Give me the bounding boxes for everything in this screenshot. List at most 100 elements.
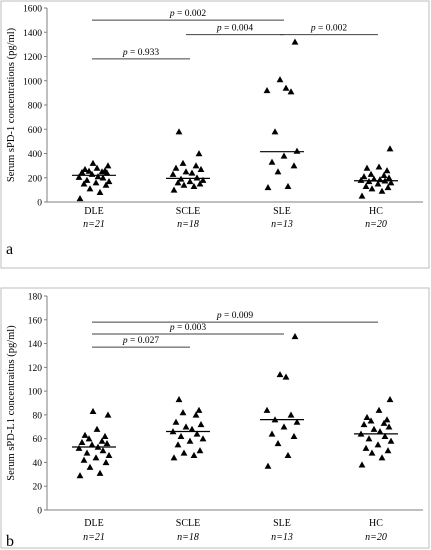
data-point — [280, 152, 288, 159]
data-point — [196, 447, 204, 454]
data-point — [76, 472, 84, 479]
data-point — [293, 147, 301, 154]
data-point — [282, 84, 290, 91]
data-point — [268, 430, 276, 437]
x-tick-label: DLE — [84, 518, 103, 529]
data-point — [383, 416, 391, 423]
data-point — [370, 425, 378, 432]
n-label: n=21 — [83, 532, 105, 543]
data-point — [180, 449, 188, 456]
data-point — [81, 431, 89, 438]
data-point — [92, 454, 100, 461]
n-label: n=21 — [83, 219, 105, 230]
data-point — [363, 164, 371, 171]
data-point — [363, 413, 371, 420]
data-point — [284, 182, 292, 189]
data-point — [196, 180, 204, 187]
data-point — [172, 418, 180, 425]
data-point — [94, 173, 102, 180]
x-tick-label: HC — [369, 206, 383, 217]
data-point — [96, 469, 104, 476]
data-point — [83, 176, 91, 183]
data-point — [101, 432, 109, 440]
data-point — [78, 438, 86, 445]
data-point — [192, 411, 200, 418]
p-value-label: p = 0.003 — [169, 323, 206, 333]
panel-frame — [0, 287, 430, 549]
data-point — [101, 167, 109, 174]
data-point — [199, 435, 207, 442]
data-point — [92, 179, 100, 186]
data-point — [380, 171, 388, 179]
data-point — [102, 181, 110, 188]
data-point — [88, 441, 96, 448]
data-point — [96, 188, 104, 196]
data-point — [376, 428, 384, 435]
x-tick-label: SCLE — [176, 206, 200, 217]
p-value-label: p = 0.933 — [122, 48, 159, 58]
data-point — [99, 447, 107, 454]
data-point — [375, 163, 383, 170]
data-point — [105, 177, 113, 185]
data-point — [387, 179, 395, 186]
data-point — [370, 175, 378, 182]
data-point — [264, 184, 272, 191]
p-value-label: p = 0.027 — [122, 336, 159, 346]
n-label: n=13 — [271, 219, 293, 230]
data-point — [358, 461, 366, 468]
y-tick-label: 120 — [28, 364, 43, 374]
data-point — [179, 159, 187, 166]
data-point — [182, 423, 190, 430]
y-tick-label: 160 — [28, 316, 43, 326]
data-point — [291, 38, 299, 45]
data-point — [378, 187, 386, 194]
panel-letter: b — [6, 533, 14, 550]
data-point — [282, 373, 290, 380]
data-point — [268, 158, 276, 165]
data-point — [195, 150, 203, 157]
data-point — [177, 432, 185, 440]
data-point — [280, 423, 288, 430]
data-point — [80, 456, 88, 463]
data-point — [188, 169, 196, 176]
data-point — [169, 170, 177, 177]
data-point — [193, 430, 201, 437]
x-tick-label: HC — [369, 518, 383, 529]
data-point — [186, 437, 194, 444]
data-point — [360, 173, 368, 180]
data-point — [362, 444, 370, 451]
data-point — [291, 333, 299, 340]
data-point — [190, 451, 198, 459]
n-label: n=18 — [177, 219, 199, 230]
data-point — [190, 182, 198, 189]
data-point — [103, 440, 111, 447]
y-tick-label: 60 — [33, 435, 43, 445]
data-point — [383, 167, 391, 174]
data-point — [365, 435, 373, 442]
y-tick-label: 400 — [28, 150, 43, 160]
data-point — [290, 162, 298, 169]
data-point — [274, 440, 282, 447]
data-point — [179, 409, 187, 416]
data-point — [293, 418, 301, 425]
n-label: n=20 — [365, 532, 387, 543]
data-point — [174, 179, 182, 186]
data-point — [384, 447, 392, 454]
data-point — [192, 162, 200, 169]
data-point — [85, 435, 93, 442]
data-point — [105, 451, 113, 459]
data-point — [368, 449, 376, 456]
data-point — [387, 437, 395, 444]
data-point — [80, 180, 88, 187]
data-point — [380, 419, 388, 426]
data-point — [197, 165, 205, 172]
data-point — [85, 167, 93, 174]
panel-a: 0 200 400 600 800 1000 1200 1400 1600 Serum sPD-1… — [0, 0, 430, 269]
data-point — [89, 407, 97, 415]
y-axis-label: Serum sPD-1 concentrations (pg/ml) — [6, 27, 17, 182]
data-point — [81, 165, 89, 172]
data-point — [170, 454, 178, 461]
data-point — [274, 168, 282, 175]
data-point — [75, 173, 83, 180]
